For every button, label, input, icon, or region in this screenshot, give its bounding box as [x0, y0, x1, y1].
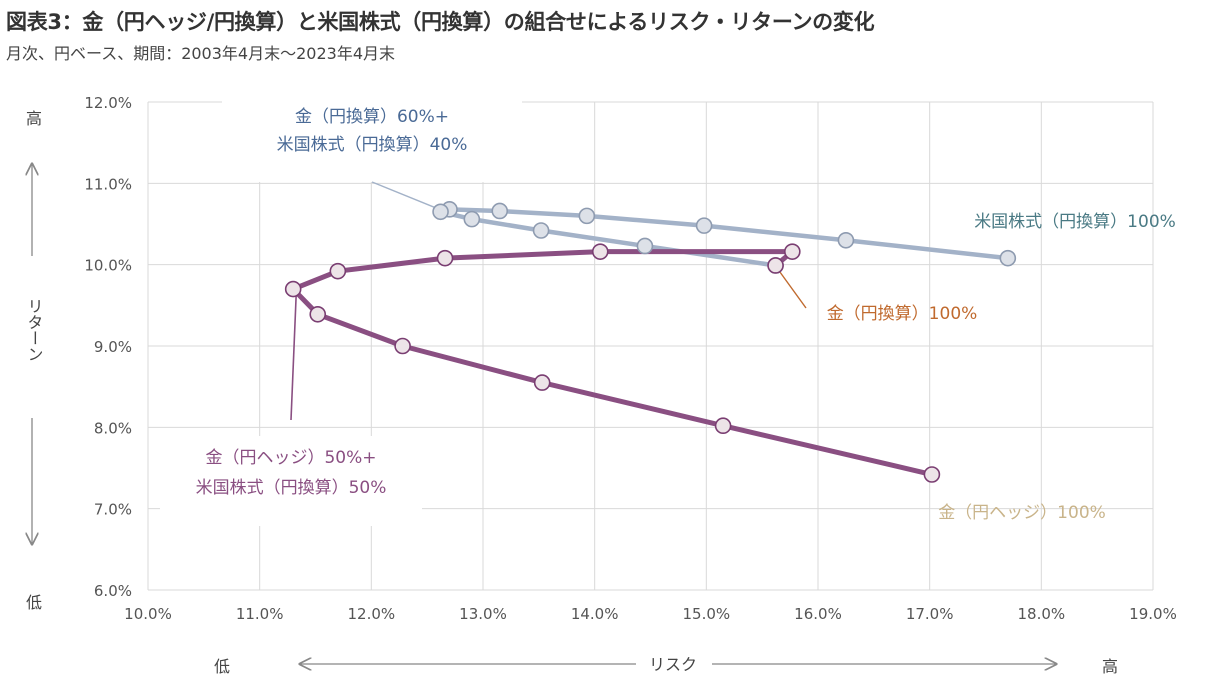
x-tick-label: 14.0% [571, 605, 619, 623]
annotation-50-50-line2: 米国株式（円換算）50% [196, 478, 387, 498]
x-tick-labels: 10.0% 11.0% 12.0% 13.0% 14.0% 15.0% 16.0% 17.0%… [124, 605, 1177, 623]
x-tick-label: 17.0% [906, 605, 954, 623]
x-axis-low-label: 低 [214, 657, 230, 676]
leader-line-60-40 [371, 181, 441, 211]
x-axis-title: リスク [649, 655, 697, 674]
y-tick-label: 9.0% [94, 338, 132, 356]
annotation-gold-hedge-100: 金（円ヘッジ）100% [938, 503, 1106, 523]
data-point-purple [436, 249, 454, 267]
data-point-purple [309, 305, 327, 323]
annotation-box-50-50 [160, 436, 422, 526]
data-point-purple [533, 374, 551, 391]
data-point-gray [695, 217, 713, 234]
y-axis-title: リターン [25, 298, 44, 362]
y-tick-label: 12.0% [84, 94, 132, 112]
x-tick-label: 10.0% [124, 605, 172, 623]
x-tick-label: 11.0% [236, 605, 284, 623]
data-point-gray [578, 207, 596, 225]
data-point-gray [463, 210, 481, 228]
annotation-leader-lines [290, 181, 807, 421]
x-tick-label: 13.0% [459, 605, 507, 623]
x-tick-label: 15.0% [683, 605, 731, 623]
data-point-purple [923, 466, 941, 483]
data-point-purple [394, 337, 411, 355]
y-tick-label: 10.0% [84, 257, 132, 275]
annotation-60-40-line1: 金（円換算）60%+ [295, 107, 449, 127]
annotation-gold-yen-100: 金（円換算）100% [827, 304, 978, 324]
chart-subtitle: 月次、円ベース、期間：2003年4月末～2023年4月末 [6, 44, 395, 63]
y-tick-labels: 6.0% 7.0% 8.0% 9.0% 10.0% 11.0% 12.0% [84, 94, 132, 600]
leader-line-gold-yen [778, 271, 807, 309]
data-point-gray [636, 237, 654, 255]
data-point-purple [714, 417, 732, 435]
x-axis-high-label: 高 [1102, 657, 1118, 676]
data-point-gray [432, 203, 449, 221]
y-tick-label: 7.0% [94, 501, 132, 519]
data-point-purple [767, 257, 784, 274]
y-axis-low-label: 低 [26, 593, 42, 612]
annotation-60-40-line2: 米国株式（円換算）40% [277, 135, 468, 155]
data-point-gray [999, 249, 1017, 267]
leader-line-50-50 [290, 295, 297, 421]
data-point-purple [784, 243, 801, 260]
data-point-gray [837, 231, 855, 249]
chart-title: 図表3：金（円ヘッジ/円換算）と米国株式（円換算）の組合せによるリスク・リターン… [6, 10, 875, 34]
annotation-box-60-40 [222, 96, 522, 182]
y-tick-label: 6.0% [94, 582, 132, 600]
x-tick-label: 12.0% [348, 605, 396, 623]
data-point-gray [491, 202, 509, 220]
data-point-purple [591, 243, 609, 260]
data-point-purple [329, 262, 347, 280]
x-tick-label: 16.0% [794, 605, 842, 623]
y-tick-label: 8.0% [94, 419, 132, 437]
annotation-50-50-line1: 金（円ヘッジ）50%+ [205, 448, 376, 468]
grid-lines [147, 101, 1154, 591]
annotation-us-stock-100: 米国株式（円換算）100% [974, 212, 1176, 232]
data-series [284, 201, 1017, 483]
y-tick-label: 11.0% [84, 175, 132, 193]
x-tick-label: 18.0% [1018, 605, 1066, 623]
data-point-purple [284, 280, 302, 298]
data-point-gray [532, 222, 550, 239]
x-tick-label: 19.0% [1129, 605, 1177, 623]
y-axis-high-label: 高 [26, 109, 42, 128]
